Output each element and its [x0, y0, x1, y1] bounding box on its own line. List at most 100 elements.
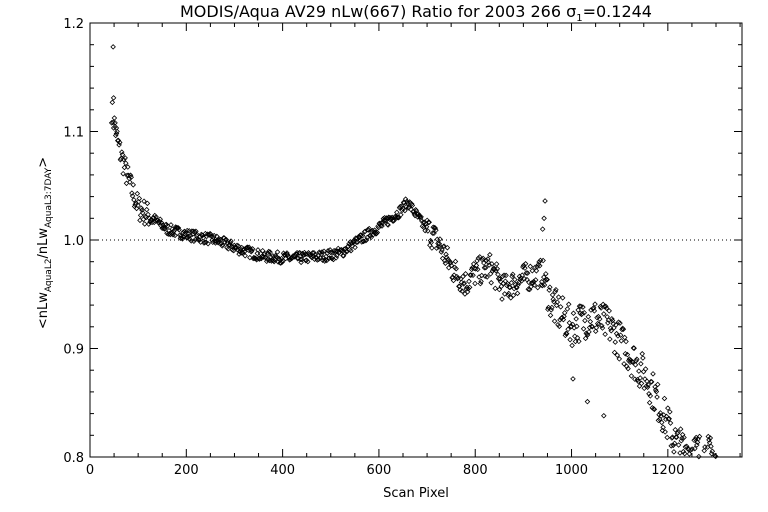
data-point	[475, 255, 482, 261]
data-point	[647, 393, 654, 399]
data-point	[481, 264, 488, 271]
data-point	[652, 387, 659, 393]
data-point	[507, 284, 513, 291]
data-point	[162, 225, 168, 232]
data-point	[119, 149, 125, 155]
data-point	[546, 287, 552, 293]
data-point	[121, 156, 127, 163]
data-point	[487, 251, 493, 258]
y-tick-label: 0.9	[63, 343, 84, 358]
data-point	[570, 310, 577, 317]
data-point	[176, 226, 182, 233]
data-point	[553, 302, 560, 309]
data-point	[452, 258, 459, 265]
data-point	[413, 208, 420, 214]
y-tick-label: 1.1	[63, 126, 84, 141]
data-point	[321, 248, 327, 254]
data-point	[366, 225, 372, 232]
data-point	[706, 437, 712, 443]
data-point	[484, 274, 490, 280]
data-point	[349, 243, 356, 249]
data-point	[505, 290, 512, 297]
data-point	[483, 264, 489, 271]
data-point	[539, 226, 546, 232]
data-point	[529, 267, 536, 274]
data-point	[141, 221, 148, 227]
data-point	[525, 286, 532, 292]
data-point	[594, 320, 601, 327]
data-point	[651, 406, 658, 413]
x-axis-ticks: 0 200 400 600 800 1000 1200	[86, 23, 741, 478]
data-point	[397, 203, 403, 210]
data-point	[135, 199, 142, 205]
data-point	[488, 279, 494, 286]
data-point	[587, 318, 594, 325]
data-point	[309, 254, 315, 261]
data-point	[112, 120, 118, 126]
data-point	[410, 208, 417, 215]
data-point	[315, 256, 322, 263]
data-point	[197, 233, 203, 240]
data-point	[592, 301, 598, 307]
data-point	[346, 241, 352, 247]
data-point	[302, 251, 308, 258]
data-point	[611, 349, 618, 356]
data-point	[666, 416, 672, 422]
data-point	[547, 312, 554, 319]
data-point	[493, 267, 499, 274]
data-point	[493, 261, 500, 267]
data-point	[658, 413, 664, 419]
data-point	[554, 299, 561, 305]
data-point	[565, 301, 572, 308]
data-point	[542, 198, 548, 204]
data-point	[620, 326, 627, 332]
data-point	[568, 323, 575, 330]
data-point	[426, 219, 432, 226]
data-point	[110, 95, 117, 101]
data-point	[152, 218, 159, 224]
data-point	[635, 378, 641, 385]
data-point	[608, 327, 614, 334]
data-point	[265, 248, 272, 255]
data-point	[135, 202, 141, 209]
data-point	[542, 277, 548, 284]
y-axis-ticks: 0.8 0.9 1.0 1.1 1.2	[63, 17, 742, 466]
data-point	[365, 227, 372, 233]
data-point	[427, 237, 434, 244]
x-tick-label: 1200	[651, 463, 684, 478]
data-point	[352, 244, 358, 251]
data-point	[205, 240, 211, 247]
data-point	[665, 405, 671, 411]
data-point	[245, 247, 252, 253]
data-point	[451, 272, 457, 278]
data-point	[686, 451, 693, 457]
data-point	[681, 434, 687, 441]
data-point	[464, 289, 471, 295]
data-point	[305, 258, 311, 265]
data-point	[254, 250, 261, 257]
data-point	[485, 259, 492, 266]
data-point	[543, 271, 549, 277]
data-point	[137, 212, 144, 218]
data-point	[603, 303, 609, 310]
data-point	[441, 243, 447, 249]
data-point	[664, 434, 670, 441]
data-point	[409, 202, 416, 209]
data-point	[575, 307, 581, 313]
data-point	[481, 260, 487, 266]
data-point	[670, 442, 677, 449]
data-point	[371, 227, 378, 233]
data-point	[638, 361, 644, 367]
data-point	[541, 215, 547, 222]
data-point	[120, 170, 126, 177]
data-point	[555, 294, 562, 300]
data-point	[462, 271, 469, 277]
data-point	[579, 310, 585, 317]
data-point	[601, 311, 607, 317]
data-point	[671, 449, 677, 455]
data-point	[634, 356, 640, 363]
data-point	[453, 265, 459, 272]
data-point	[617, 332, 624, 338]
data-point	[197, 239, 204, 245]
data-point	[321, 258, 328, 264]
